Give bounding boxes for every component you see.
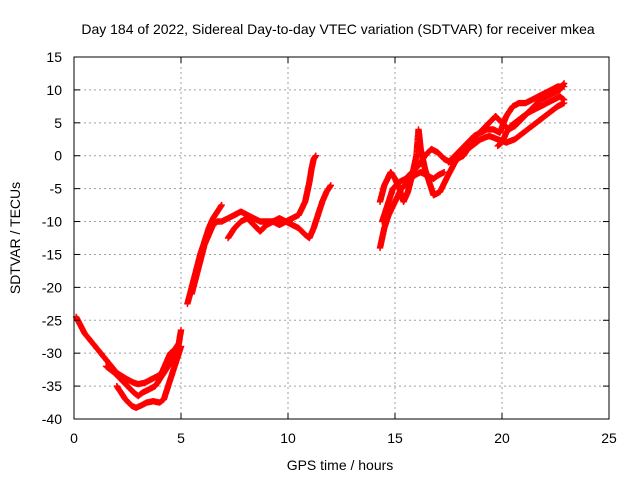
y-tick-label: -40 (42, 411, 62, 427)
series-track (224, 152, 319, 242)
data-point-markers (224, 152, 319, 242)
y-tick-label: -25 (42, 312, 62, 328)
data-point-markers (113, 343, 185, 411)
x-tick-label: 5 (177, 430, 185, 446)
y-tick-label: -5 (50, 181, 63, 197)
x-tick-label: 20 (494, 430, 510, 446)
y-tick-label: 15 (46, 49, 62, 65)
y-tick-label: -35 (42, 378, 62, 394)
data-point-markers (445, 83, 568, 166)
y-tick-label: 0 (54, 148, 62, 164)
x-ticks: 0 5 10 15 20 25 (70, 57, 617, 446)
y-tick-label: 10 (46, 82, 62, 98)
x-tick-label: 25 (601, 430, 617, 446)
x-tick-label: 10 (280, 430, 296, 446)
x-tick-label: 0 (70, 430, 78, 446)
y-tick-label: -30 (42, 345, 62, 361)
x-axis-label: GPS time / hours (287, 457, 394, 473)
y-tick-label: -10 (42, 214, 62, 230)
series-track (113, 343, 185, 411)
grid-lines (74, 57, 609, 419)
series-track (494, 80, 568, 150)
y-axis-label: SDTVAR / TECUs (7, 182, 23, 294)
y-tick-label: -15 (42, 246, 62, 262)
y-ticks: -40 -35 -30 -25 -20 -15 -10 -5 0 5 10 15 (42, 49, 609, 427)
y-tick-label: 5 (54, 115, 62, 131)
data-marks (72, 80, 568, 411)
plot-frame (73, 56, 610, 420)
series-track (445, 83, 568, 166)
y-tick-label: -20 (42, 279, 62, 295)
data-point-markers (494, 80, 568, 150)
x-tick-label: 15 (387, 430, 403, 446)
chart-title: Day 184 of 2022, Sidereal Day-to-day VTE… (81, 21, 594, 37)
